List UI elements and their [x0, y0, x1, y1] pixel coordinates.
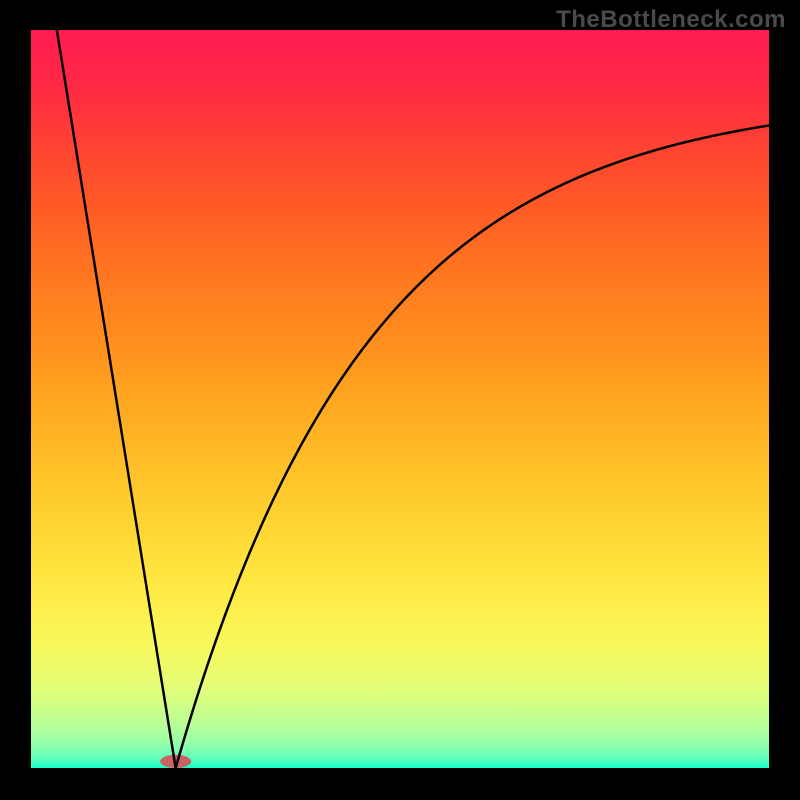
gradient-background — [31, 30, 769, 768]
chart-container: TheBottleneck.com — [0, 0, 800, 800]
plot-area — [31, 30, 769, 768]
